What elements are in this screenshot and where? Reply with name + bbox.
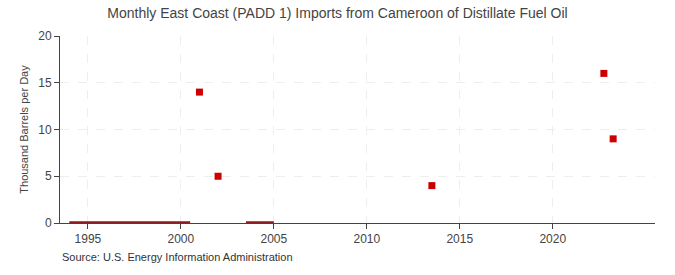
svg-text:1995: 1995 bbox=[75, 232, 102, 246]
svg-text:2020: 2020 bbox=[539, 232, 566, 246]
svg-text:Monthly East Coast (PADD 1) Im: Monthly East Coast (PADD 1) Imports from… bbox=[107, 5, 567, 21]
svg-text:5: 5 bbox=[45, 169, 52, 183]
svg-text:2010: 2010 bbox=[353, 232, 380, 246]
svg-text:Source: U.S. Energy Informatio: Source: U.S. Energy Information Administ… bbox=[62, 251, 293, 263]
svg-text:15: 15 bbox=[38, 76, 52, 90]
svg-text:2000: 2000 bbox=[168, 232, 195, 246]
svg-text:10: 10 bbox=[38, 123, 52, 137]
svg-text:2005: 2005 bbox=[260, 232, 287, 246]
svg-text:0: 0 bbox=[45, 216, 52, 230]
svg-text:20: 20 bbox=[38, 29, 52, 43]
svg-text:Thousand Barrels per Day: Thousand Barrels per Day bbox=[18, 65, 30, 194]
svg-text:2015: 2015 bbox=[446, 232, 473, 246]
